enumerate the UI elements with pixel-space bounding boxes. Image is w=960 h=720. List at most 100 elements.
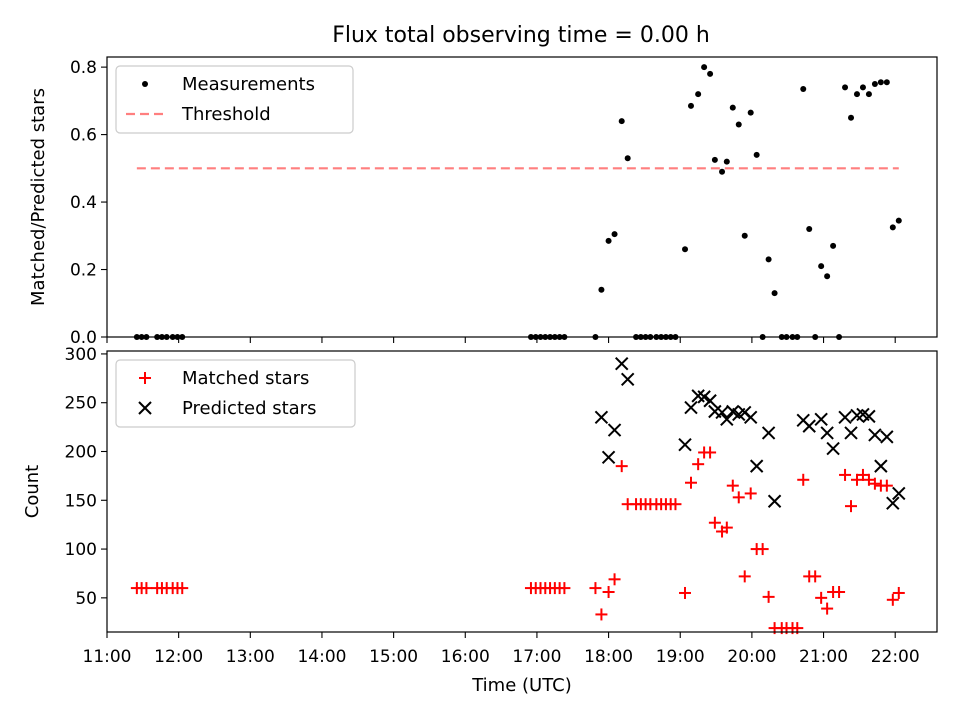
x-tick-label: 20:00	[727, 647, 776, 667]
matched-stars-point	[684, 476, 697, 489]
top-axes: 0.0 0.2 0.4 0.6 0.8	[70, 58, 896, 348]
matched-stars-point	[892, 586, 905, 599]
measurement-point	[611, 231, 618, 238]
x-tick-label: 11:00	[83, 647, 132, 667]
measurement-point	[877, 79, 884, 86]
x-tick-label: 13:00	[226, 647, 275, 667]
predicted-stars-point	[838, 410, 852, 425]
predicted-stars-point	[814, 412, 828, 427]
matched-stars-point	[140, 582, 153, 595]
legend-predicted-stars-swatch	[138, 401, 152, 415]
matched-stars-point	[669, 498, 682, 511]
top-panel: 0.0 0.2 0.4 0.6 0.8 Measurements Threshold Ma…	[28, 56, 938, 348]
measurement-point	[605, 237, 612, 244]
bottom-legend: Matched stars Predicted stars	[115, 359, 356, 428]
x-tick-label: 21:00	[799, 647, 848, 667]
measurement-point	[719, 168, 726, 175]
measurement-point	[682, 246, 689, 253]
predicted-stars-point	[678, 437, 692, 452]
matched-stars-point	[595, 608, 608, 621]
legend-box	[115, 65, 354, 134]
predicted-stars-point	[684, 400, 698, 415]
y-tick-label: 0.0	[70, 328, 97, 348]
measurement-point	[741, 232, 748, 239]
predicted-stars-point	[886, 496, 900, 510]
predicted-stars-point	[802, 419, 816, 433]
matched-stars-point	[615, 460, 628, 473]
predicted-stars-point	[868, 428, 882, 442]
matched-stars-point	[868, 477, 881, 490]
measurement-point	[687, 102, 694, 109]
matched-stars-point	[692, 458, 705, 471]
legend-matched-stars-swatch	[139, 372, 151, 384]
matched-stars-point	[704, 446, 717, 459]
matched-stars-point	[809, 570, 822, 583]
matched-stars-point	[176, 582, 189, 595]
measurement-point	[711, 156, 718, 163]
predicted-stars-point	[826, 441, 840, 456]
measurement-point	[848, 114, 855, 121]
measurement-point	[859, 84, 866, 91]
measurement-point	[853, 91, 860, 98]
top-y-axis-label: Matched/Predicted stars	[28, 88, 49, 306]
y-tick-label: 0.8	[70, 58, 97, 78]
x-tick-label: 19:00	[656, 647, 705, 667]
legend-label: Matched stars	[182, 368, 309, 389]
x-tick-label: 17:00	[512, 647, 561, 667]
figure-title: Flux total observing time = 0.00 h	[332, 23, 710, 48]
predicted-stars-point	[820, 426, 834, 440]
x-tick-label: 18:00	[584, 647, 633, 667]
predicted-stars-point	[720, 412, 734, 427]
x-tick-label: 22:00	[871, 647, 920, 667]
measurement-point	[729, 104, 736, 111]
predicted-stars-point	[862, 409, 876, 424]
y-tick-label: 300	[65, 345, 97, 365]
matched-stars-point	[738, 570, 751, 583]
bottom-panel: 50 100 150 200 250 300 11:00 12:00 13:00 14:00 15:…	[22, 345, 938, 696]
x-axis-label: Time (UTC)	[471, 675, 572, 696]
measurement-point	[889, 224, 896, 231]
measurement-point	[771, 290, 778, 297]
measurement-point	[895, 217, 902, 224]
predicted-stars-point	[749, 459, 764, 473]
matched-stars-point	[602, 585, 615, 598]
bottom-y-axis-label: Count	[22, 465, 43, 518]
y-tick-label: 50	[75, 589, 97, 609]
predicted-stars-point	[615, 356, 629, 371]
top-plot-frame	[106, 56, 938, 338]
y-tick-label: 0.2	[70, 261, 97, 281]
matched-stars-point	[839, 468, 852, 481]
x-tick-label: 12:00	[154, 647, 203, 667]
legend-box	[115, 359, 356, 428]
predicted-stars-point	[844, 426, 858, 440]
bottom-plot-frame	[106, 350, 938, 633]
measurement-point	[806, 226, 813, 233]
x-tick-label: 14:00	[297, 647, 346, 667]
measurement-point	[842, 84, 849, 91]
y-tick-label: 200	[65, 442, 97, 462]
predicted-stars-point	[703, 394, 717, 408]
measurement-point	[598, 286, 605, 293]
matched-stars-point	[880, 479, 893, 492]
matched-stars-point	[589, 582, 602, 595]
matched-stars-point	[726, 479, 739, 492]
measurement-point	[765, 256, 772, 263]
predicted-stars-point	[715, 405, 729, 420]
matched-stars-point	[756, 543, 769, 556]
matched-stars-point	[886, 593, 899, 606]
measurement-point	[753, 151, 760, 158]
y-tick-label: 0.4	[70, 193, 97, 213]
predicted-stars-point	[594, 410, 609, 425]
y-tick-label: 250	[65, 394, 97, 414]
matched-stars-point	[608, 573, 621, 586]
measurement-point	[707, 70, 714, 77]
measurement-point	[695, 91, 702, 98]
legend-label: Measurements	[182, 74, 315, 95]
predicted-stars-point	[761, 426, 776, 440]
x-tick-label: 16:00	[441, 647, 490, 667]
measurement-point	[824, 273, 831, 280]
measurement-point	[865, 91, 872, 98]
matched-stars-point	[558, 582, 571, 595]
predicted-stars-point	[767, 494, 782, 508]
measurement-point	[883, 79, 890, 86]
